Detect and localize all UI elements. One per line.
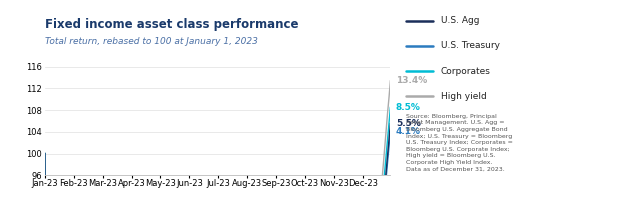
Text: 5.5%: 5.5% xyxy=(396,119,421,128)
Text: 4.1%: 4.1% xyxy=(396,127,421,136)
Text: U.S. Agg: U.S. Agg xyxy=(441,16,479,25)
Text: Fixed income asset class performance: Fixed income asset class performance xyxy=(45,18,298,30)
Text: Total return, rebased to 100 at January 1, 2023: Total return, rebased to 100 at January … xyxy=(45,37,258,46)
Text: Source: Bloomberg, Principal
Asset Management. U.S. Agg =
Bloomberg U.S. Aggrega: Source: Bloomberg, Principal Asset Manag… xyxy=(406,114,513,172)
Text: U.S. Treasury: U.S. Treasury xyxy=(441,41,500,51)
Text: High yield: High yield xyxy=(441,92,486,101)
Text: 8.5%: 8.5% xyxy=(396,103,421,112)
Text: 13.4%: 13.4% xyxy=(396,76,428,85)
Text: Corporates: Corporates xyxy=(441,67,491,76)
